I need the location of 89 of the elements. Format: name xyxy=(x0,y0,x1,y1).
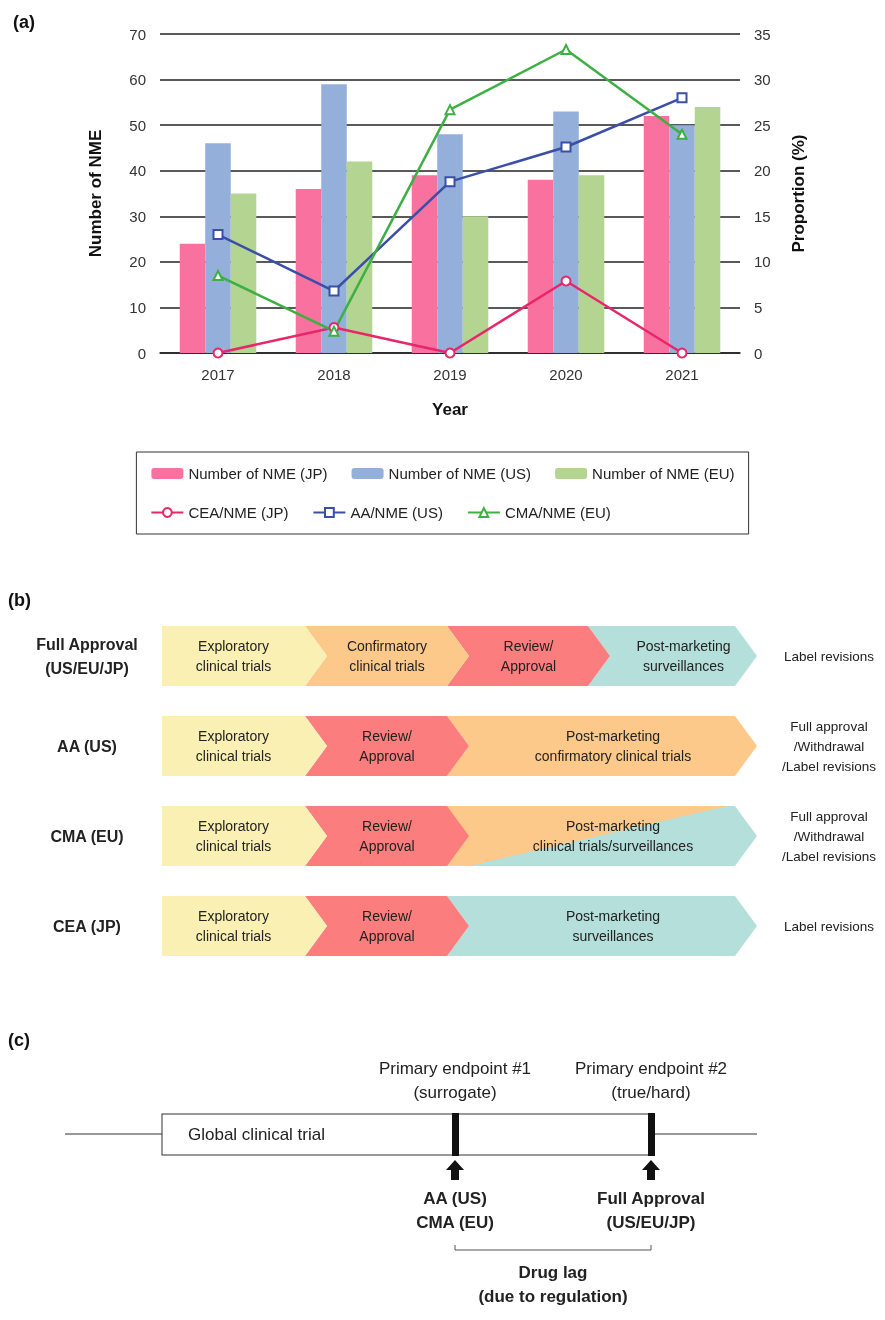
text: Full Approval (US/EU/JP) xyxy=(597,1188,705,1232)
text: Post-marketing surveillances xyxy=(636,637,731,675)
text: Confirmatory clinical trials xyxy=(346,637,428,675)
point xyxy=(444,104,456,116)
text: (c) xyxy=(8,1030,30,1050)
point xyxy=(328,285,340,297)
y2-tick-label: 20 xyxy=(754,162,771,180)
text: Exploratory clinical trials xyxy=(195,727,272,765)
bar xyxy=(578,175,605,353)
y-tick-label: 70 xyxy=(129,25,146,43)
point xyxy=(560,141,572,153)
text: Label revisions xyxy=(783,648,875,664)
bar xyxy=(643,116,670,353)
y2-tick-label: 35 xyxy=(754,25,771,43)
text: Full Approval (US/EU/JP) xyxy=(36,635,138,677)
text: Exploratory clinical trials xyxy=(195,637,272,675)
legend-label: AA/NME (US) xyxy=(350,504,443,521)
y-tick-label: 40 xyxy=(129,162,146,180)
bar xyxy=(694,106,721,353)
bar xyxy=(205,143,231,353)
chart-title: (a) xyxy=(13,12,35,32)
y2-tick-label: 10 xyxy=(754,253,771,271)
text: Review/ Approval xyxy=(359,817,415,855)
point xyxy=(676,128,688,140)
y2-tick-label: 25 xyxy=(754,116,771,134)
x-tick-label: 2020 xyxy=(549,366,583,383)
text: Post-marketing confirmatory clinical trials xyxy=(534,727,692,765)
text: Review/ Approval xyxy=(359,727,415,765)
text: Review/ Approval xyxy=(500,637,557,675)
point xyxy=(444,347,456,359)
bar xyxy=(527,179,554,353)
point xyxy=(212,270,224,282)
legend-label: Number of NME (US) xyxy=(388,465,532,482)
point xyxy=(212,229,224,241)
point xyxy=(676,92,688,104)
text: Exploratory clinical trials xyxy=(195,817,272,855)
point xyxy=(676,347,688,359)
legend-label: Number of NME (EU) xyxy=(592,465,735,482)
y2-tick-label: 30 xyxy=(754,71,771,89)
text: AA (US) CMA (EU) xyxy=(416,1188,494,1232)
bar xyxy=(346,161,373,353)
x-tick-label: 2017 xyxy=(201,366,235,383)
y-tick-label: 20 xyxy=(129,253,146,271)
y2-tick-label: 15 xyxy=(754,207,771,225)
bar xyxy=(179,243,206,353)
text: (b) xyxy=(8,590,31,610)
text: Exploratory clinical trials xyxy=(195,907,272,945)
y-tick-label: 60 xyxy=(129,71,146,89)
bar xyxy=(669,125,695,353)
text: Full approval /Withdrawal /Label revisions xyxy=(782,808,877,864)
x-tick-label: 2018 xyxy=(317,366,351,383)
y-tick-label: 50 xyxy=(129,116,146,134)
text: Global clinical trial xyxy=(188,1124,325,1144)
text: Post-marketing surveillances xyxy=(565,907,661,945)
text: Full approval /Withdrawal /Label revisions xyxy=(782,718,877,774)
bar xyxy=(321,84,347,353)
text: Drug lag (due to regulation) xyxy=(478,1262,628,1306)
point xyxy=(444,176,456,188)
legend-label: Number of NME (JP) xyxy=(188,465,328,482)
point xyxy=(560,275,572,287)
x-tick-label: 2019 xyxy=(433,366,467,383)
y-tick-label: 30 xyxy=(129,207,146,225)
bar xyxy=(411,175,438,353)
text: CEA (JP) xyxy=(53,917,121,935)
y-tick-label: 0 xyxy=(137,344,146,362)
y2-tick-label: 5 xyxy=(754,298,763,316)
text: Primary endpoint #1 (surrogate) xyxy=(378,1058,532,1102)
x-axis-title: Year xyxy=(432,400,469,419)
text: Post-marketing clinical trials/surveillances xyxy=(532,817,694,855)
y2-axis-title: Proportion (%) xyxy=(789,134,808,253)
legend-label: CMA/NME (EU) xyxy=(504,504,611,521)
legend-label: CEA/NME (JP) xyxy=(188,504,289,521)
bar xyxy=(553,111,579,353)
y2-tick-label: 0 xyxy=(754,344,763,362)
bar xyxy=(295,188,322,353)
bar xyxy=(462,216,489,353)
bar xyxy=(230,193,257,353)
text: AA (US) xyxy=(57,737,117,755)
text: CMA (EU) xyxy=(50,827,124,845)
text: Primary endpoint #2 (true/hard) xyxy=(574,1058,728,1102)
bar xyxy=(437,134,463,353)
text: Review/ Approval xyxy=(359,907,415,945)
point xyxy=(212,347,224,359)
x-tick-label: 2021 xyxy=(665,366,699,383)
y-axis-title: Number of NME xyxy=(86,129,105,258)
y-tick-label: 10 xyxy=(129,298,146,316)
point xyxy=(328,325,340,337)
point xyxy=(560,43,572,55)
text: Label revisions xyxy=(783,918,875,934)
